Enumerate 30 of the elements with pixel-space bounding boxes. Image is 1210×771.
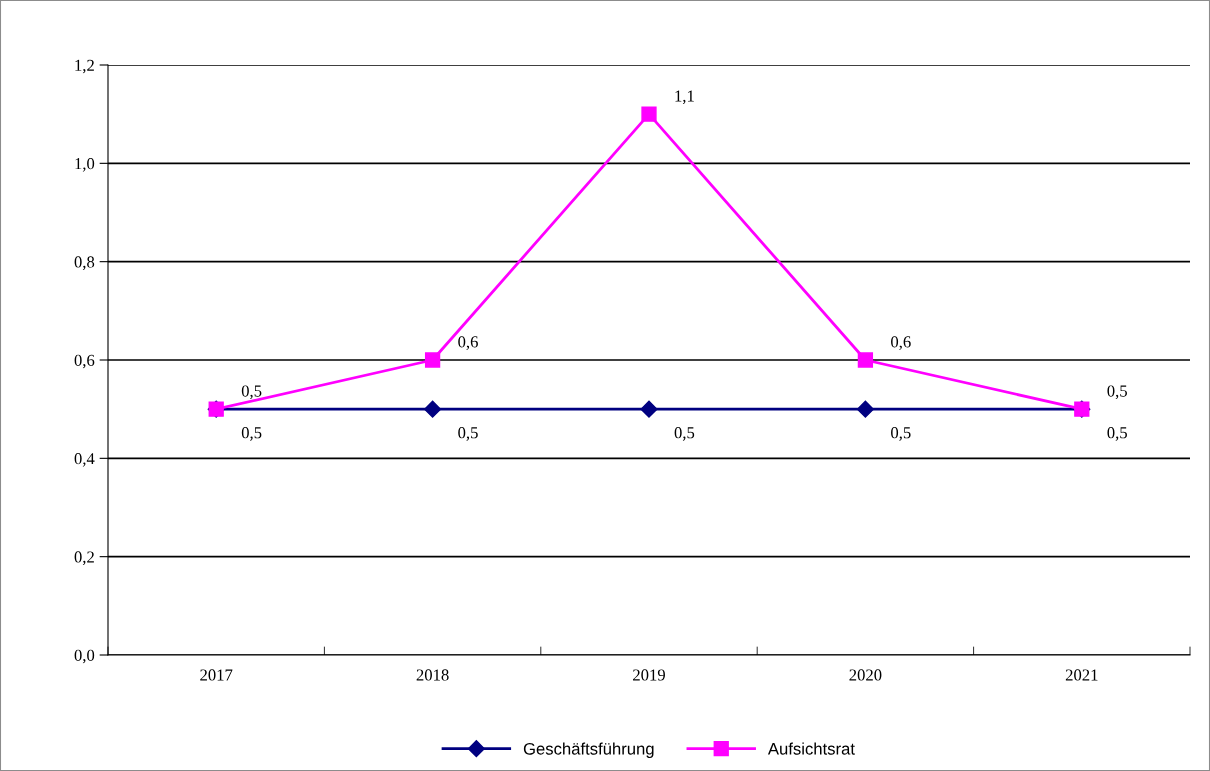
y-tick-label: 0,4	[74, 453, 95, 467]
point	[640, 400, 658, 418]
y-tick-label: 1,2	[75, 59, 94, 74]
point	[856, 400, 874, 418]
point	[424, 352, 441, 368]
y-tick-label: 0,6	[74, 354, 95, 369]
legend-label: Geschäftsführung	[523, 742, 654, 758]
point	[641, 106, 657, 122]
x-tick-label: 2020	[849, 669, 882, 681]
data-label: 1,1	[675, 90, 694, 105]
y-tick-label: 0,8	[74, 256, 95, 271]
data-label: 0,5	[891, 427, 911, 441]
point	[857, 352, 874, 368]
x-tick-label: 2021	[1065, 669, 1098, 681]
legend-label: Aufsichtsrat	[767, 742, 855, 755]
data-label: 0,5	[241, 427, 262, 441]
data-label: 0,5	[458, 427, 478, 441]
y-tick-label: 0,2	[74, 551, 94, 566]
data-label: 0,6	[891, 336, 911, 350]
data-label: 0,5	[674, 427, 695, 441]
data-label: 0,5	[1107, 385, 1127, 400]
x-tick-label: 2019	[633, 669, 665, 681]
y-tick-label: 0,0	[74, 649, 95, 664]
x-tick-label: 2018	[416, 669, 449, 681]
data-label: 0,5	[241, 385, 262, 400]
y-tick-label: 1,0	[75, 158, 95, 172]
point	[424, 400, 442, 418]
data-label: 0,6	[458, 336, 478, 350]
x-tick-label: 2017	[200, 669, 233, 681]
data-label: 0,5	[1107, 427, 1127, 441]
